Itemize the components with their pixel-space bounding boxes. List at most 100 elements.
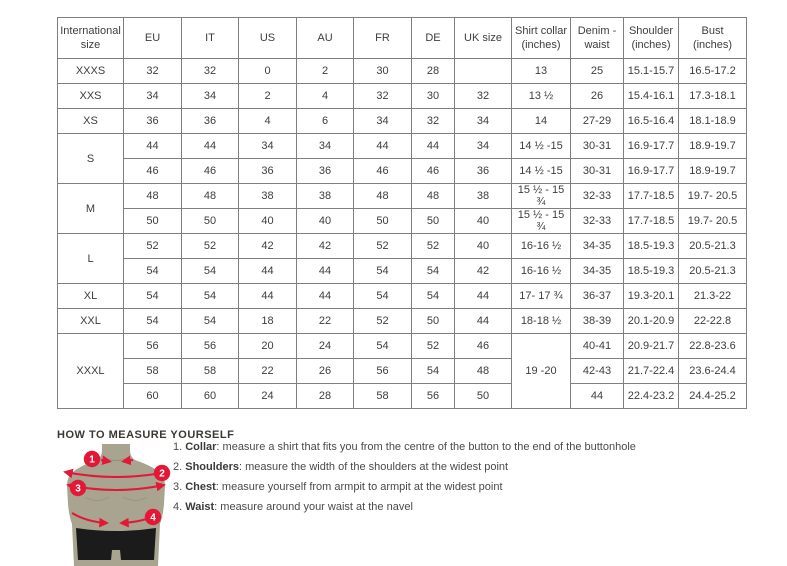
table-cell: 32 (454, 83, 512, 109)
table-cell: 46 (411, 158, 455, 184)
table-cell: 34 (353, 108, 412, 134)
table-cell: 2 (296, 58, 354, 84)
table-cell: 36 (296, 158, 354, 184)
table-cell: 58 (181, 358, 239, 384)
svg-text:3: 3 (75, 484, 81, 495)
shirt-collar-cell: 14 ½ -15 (511, 158, 571, 184)
table-cell: 44 (411, 133, 455, 159)
bust-cell: 22-22.8 (678, 308, 747, 334)
table-cell: 44 (181, 133, 239, 159)
table-row: 46 46 36 36 46 46 36 14 ½ -15 30-31 16.9-17.7 18.9… (58, 158, 747, 184)
size-label-cell: XXL (57, 308, 124, 334)
chest-contour (84, 496, 148, 501)
table-cell: 54 (123, 308, 182, 334)
table-cell: 30 (353, 58, 412, 84)
column-header: DE (411, 17, 455, 59)
table-cell: 44 (454, 308, 512, 334)
table-cell: 58 (123, 358, 182, 384)
table-row: 60 60 24 28 58 56 50 44 22.4-23.2 24.4-25.2 (58, 383, 747, 409)
table-cell: 32 (353, 83, 412, 109)
table-cell: 48 (123, 183, 182, 209)
denim-waist-cell: 26 (570, 83, 624, 109)
table-cell: 56 (411, 383, 455, 409)
shoulder-cell: 18.5-19.3 (623, 258, 679, 284)
table-cell: 54 (123, 283, 182, 309)
table-cell: 34 (296, 133, 354, 159)
table-cell: 46 (123, 158, 182, 184)
column-header: US (238, 17, 297, 59)
table-cell: 52 (353, 308, 412, 334)
bust-cell: 16.5-17.2 (678, 58, 747, 84)
column-header: Denim - waist (570, 17, 624, 59)
step-label: Chest (185, 481, 216, 494)
svg-text:2: 2 (159, 469, 165, 480)
shirt-collar-cell: 15 ½ - 15 ¾ (511, 183, 571, 209)
figure-marker-4: 4 (144, 508, 162, 526)
table-cell: 44 (238, 258, 297, 284)
table-cell: 4 (296, 83, 354, 109)
denim-waist-cell: 30-31 (570, 158, 624, 184)
table-row: XXS 34 34 2 4 32 30 32 13 ½ 26 15.4-16.1 17.3-18.1 (57, 83, 747, 109)
table-cell: 54 (123, 258, 182, 284)
size-chart-table: International size EU IT US AU FR DE UK size Shi… (57, 17, 747, 409)
table-cell: 34 (454, 108, 512, 134)
denim-waist-cell: 30-31 (570, 133, 624, 159)
denim-waist-cell: 25 (570, 58, 624, 84)
bust-cell: 24.4-25.2 (678, 383, 747, 409)
column-header: EU (123, 17, 182, 59)
table-cell: 52 (411, 233, 455, 259)
measure-section-title: HOW TO MEASURE YOURSELF (57, 429, 235, 441)
table-cell: 40 (454, 233, 512, 259)
table-cell: 54 (353, 258, 412, 284)
size-label-cell: XXXS (57, 58, 124, 84)
step-number: 3. (173, 481, 186, 494)
table-cell: 54 (181, 283, 239, 309)
table-cell: 22 (296, 308, 354, 334)
shirt-collar-cell: 19 -20 (511, 333, 571, 409)
table-cell: 60 (123, 383, 182, 409)
collar-measure-line (121, 455, 134, 466)
bust-cell: 23.6-24.4 (678, 358, 747, 384)
denim-waist-cell: 44 (570, 383, 624, 409)
table-cell: 42 (238, 233, 297, 259)
table-cell: 28 (411, 58, 455, 84)
table-cell: 54 (411, 358, 455, 384)
shoulder-cell: 17.7-18.5 (623, 183, 679, 209)
shoulder-cell: 20.9-21.7 (623, 333, 679, 359)
column-header: AU (296, 17, 354, 59)
column-header: IT (181, 17, 239, 59)
table-cell: 58 (353, 383, 412, 409)
shoulder-cell: 16.9-17.7 (623, 133, 679, 159)
table-cell: 54 (411, 283, 455, 309)
shoulder-cell: 17.7-18.5 (623, 208, 679, 234)
shirt-collar-cell: 16-16 ½ (511, 258, 571, 284)
table-cell: 52 (411, 333, 455, 359)
bust-cell: 21.3-22 (678, 283, 747, 309)
size-label-cell: M (57, 183, 124, 234)
shoulder-cell: 22.4-23.2 (623, 383, 679, 409)
step-label: Shoulders (185, 461, 240, 474)
bust-cell: 18.1-18.9 (678, 108, 747, 134)
table-cell: 44 (353, 133, 412, 159)
table-cell: 36 (123, 108, 182, 134)
table-cell: 44 (296, 258, 354, 284)
table-cell: 34 (181, 83, 239, 109)
shirt-collar-cell: 14 ½ -15 (511, 133, 571, 159)
table-cell: 34 (238, 133, 297, 159)
waist-measure-line (71, 512, 109, 528)
shoulder-cell: 21.7-22.4 (623, 358, 679, 384)
figure-marker-2: 2 (153, 464, 171, 482)
column-header: FR (353, 17, 412, 59)
step-number: 4. (173, 501, 186, 514)
step-text: : measure yourself from armpit to armpit… (215, 481, 503, 494)
measure-steps: 1. Collar: measure a shirt that fits you… (173, 441, 636, 521)
table-cell: 28 (296, 383, 354, 409)
table-row: S 44 44 34 34 44 44 34 14 ½ -15 30-31 16.9-17.7 18.… (57, 133, 747, 184)
bust-cell: 18.9-19.7 (678, 158, 747, 184)
collar-measure-line (100, 455, 112, 465)
table-cell: 50 (411, 208, 455, 234)
denim-waist-cell: 32-33 (570, 183, 624, 209)
table-cell: 48 (454, 358, 512, 384)
table-cell: 56 (353, 358, 412, 384)
table-cell: 46 (353, 158, 412, 184)
